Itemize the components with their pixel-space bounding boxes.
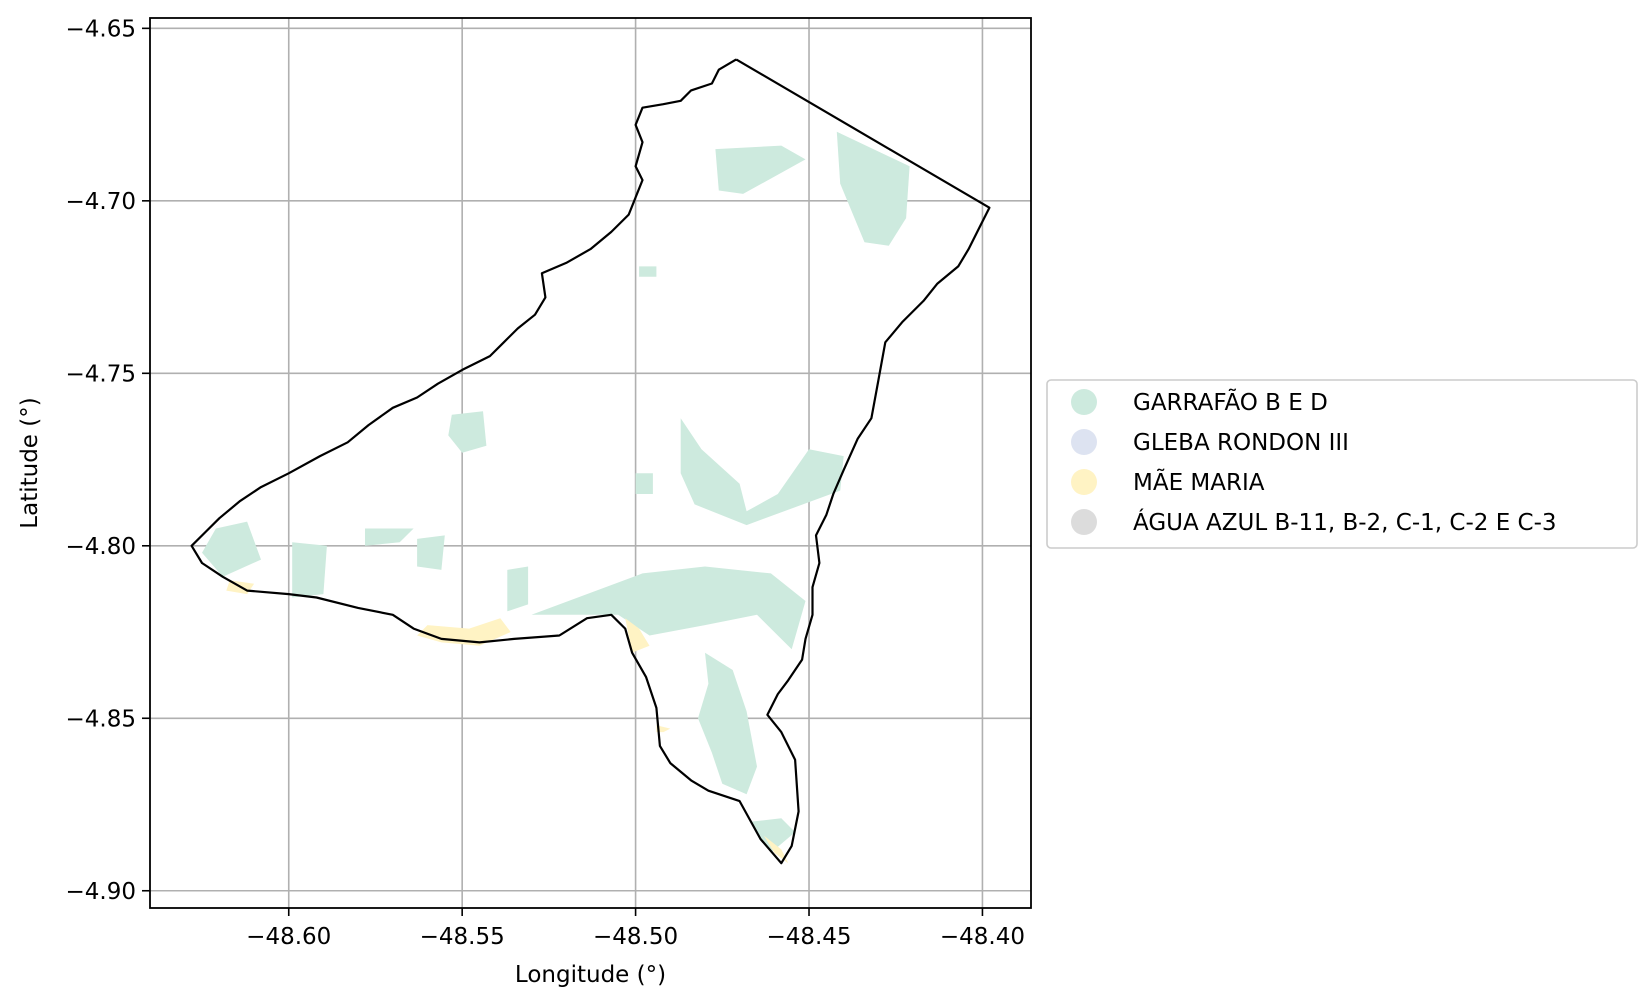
x-tick-label: −48.40 xyxy=(940,924,1025,950)
legend-marker xyxy=(1071,469,1097,495)
region-garrafao xyxy=(531,566,806,650)
legend: GARRAFÃO B E D GLEBA RONDON III MÃE MARI… xyxy=(1046,379,1638,549)
legend-box xyxy=(1046,379,1638,549)
region-garrafao xyxy=(635,473,653,494)
legend-label: GLEBA RONDON III xyxy=(1133,430,1349,456)
legend-item: GLEBA RONDON III xyxy=(1071,429,1349,456)
legend-item: GARRAFÃO B E D xyxy=(1071,388,1328,416)
y-tick-label: −4.65 xyxy=(66,16,136,42)
y-axis-title: Latitude (°) xyxy=(17,397,43,528)
region-mae-maria xyxy=(763,835,789,864)
plot-area: −48.60 −48.55 −48.50 −48.45 −48.40 −4.65 −4.7… xyxy=(66,16,1032,950)
region-mae-maria xyxy=(656,725,671,733)
legend-marker xyxy=(1071,429,1097,455)
legend-label: MÃE MARIA xyxy=(1133,468,1265,496)
region-mae-maria xyxy=(625,618,650,653)
region-garrafao xyxy=(680,418,844,526)
legend-item: MÃE MARIA xyxy=(1071,468,1265,496)
legend-marker xyxy=(1071,509,1097,535)
x-tick-label: −48.50 xyxy=(593,924,678,950)
legend-item: ÁGUA AZUL B-11, B-2, C-1, C-2 E C-3 xyxy=(1071,508,1557,536)
region-garrafao xyxy=(417,535,445,570)
land-regions xyxy=(202,131,910,864)
region-garrafao xyxy=(715,145,806,194)
legend-label: ÁGUA AZUL B-11, B-2, C-1, C-2 E C-3 xyxy=(1133,508,1557,536)
y-tick-label: −4.80 xyxy=(66,534,136,560)
region-garrafao xyxy=(202,521,261,577)
region-garrafao xyxy=(365,528,414,546)
y-tick-label: −4.70 xyxy=(66,189,136,215)
legend-marker xyxy=(1071,389,1097,415)
x-axis-title: Longitude (°) xyxy=(515,962,666,988)
x-axis-ticks: −48.60 −48.55 −48.50 −48.45 −48.40 xyxy=(246,908,1025,950)
region-garrafao xyxy=(448,411,487,453)
axes-frame xyxy=(149,17,1032,909)
region-garrafao xyxy=(639,266,657,277)
y-tick-label: −4.85 xyxy=(66,706,136,732)
region-garrafao xyxy=(507,566,529,612)
x-tick-label: −48.45 xyxy=(766,924,851,950)
region-garrafao xyxy=(750,818,796,853)
x-tick-label: −48.60 xyxy=(246,924,331,950)
y-tick-label: −4.75 xyxy=(66,361,136,387)
y-tick-label: −4.90 xyxy=(66,879,136,905)
municipality-boundary xyxy=(190,58,991,865)
x-tick-label: −48.55 xyxy=(420,924,505,950)
y-axis-ticks: −4.65 −4.70 −4.75 −4.80 −4.85 −4.90 xyxy=(66,16,150,905)
region-garrafao xyxy=(698,652,757,795)
region-garrafao xyxy=(836,131,910,246)
legend-label: GARRAFÃO B E D xyxy=(1133,388,1328,416)
region-garrafao xyxy=(292,542,327,598)
